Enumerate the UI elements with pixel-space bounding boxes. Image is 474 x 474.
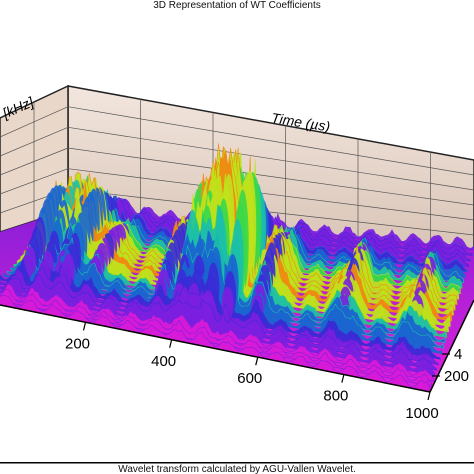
x-tick <box>427 391 431 401</box>
back-grid-line <box>67 126 474 191</box>
back-grid-line <box>67 106 474 176</box>
x-tick-label: 200 <box>65 335 90 352</box>
x-tick-label: 400 <box>151 353 176 370</box>
chart-title: 3D Representation of WT Coefficients <box>153 0 321 11</box>
surface-ridge <box>0 294 431 393</box>
caption-bar <box>0 462 474 464</box>
y-tick-label: 4 <box>454 346 462 363</box>
y-tick-label: 200 <box>444 368 469 385</box>
right-axis-line <box>429 299 474 393</box>
x-tick <box>255 357 259 366</box>
x-tick <box>341 374 345 383</box>
back-grid-line <box>67 188 474 236</box>
x-tick-label: 1000 <box>405 405 438 422</box>
front-axis-line <box>0 304 431 393</box>
back-grid-line <box>67 147 474 206</box>
grid-lines <box>0 99 474 246</box>
surface-ridges <box>0 143 474 393</box>
chart-caption: Wavelet transform calculated by AGU-Vall… <box>118 464 356 474</box>
x-tick-label: 800 <box>323 388 348 405</box>
x-tick <box>82 322 87 331</box>
x-tick-label: 600 <box>237 370 262 387</box>
x-axis-ticks: 200 400 600 800 1000 <box>65 322 439 422</box>
back-grid-line <box>67 168 474 221</box>
x-tick <box>169 339 173 348</box>
